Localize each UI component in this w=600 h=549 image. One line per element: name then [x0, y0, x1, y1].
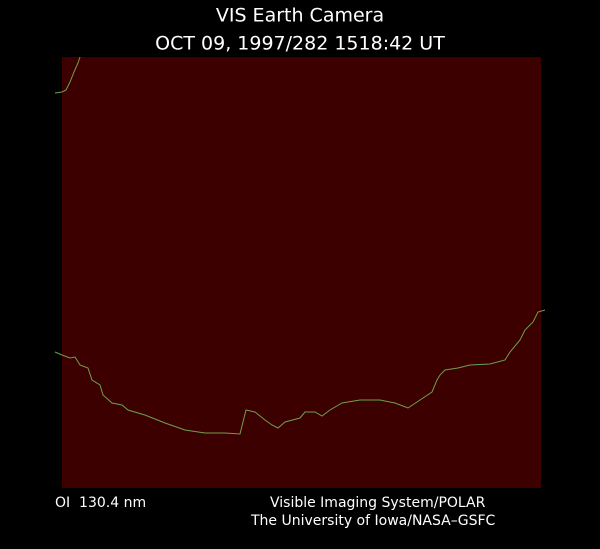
- earth-image: [62, 57, 541, 488]
- institution-label: The University of Iowa/NASA–GSFC: [250, 513, 496, 529]
- coastline: [54, 56, 81, 94]
- filter-label: OI 130.4 nm: [55, 495, 146, 511]
- title: VIS Earth Camera: [216, 5, 384, 27]
- timestamp: OCT 09, 1997/282 1518:42 UT: [155, 33, 445, 55]
- coastline: [54, 309, 546, 435]
- instrument-label: Visible Imaging System/POLAR: [270, 495, 486, 511]
